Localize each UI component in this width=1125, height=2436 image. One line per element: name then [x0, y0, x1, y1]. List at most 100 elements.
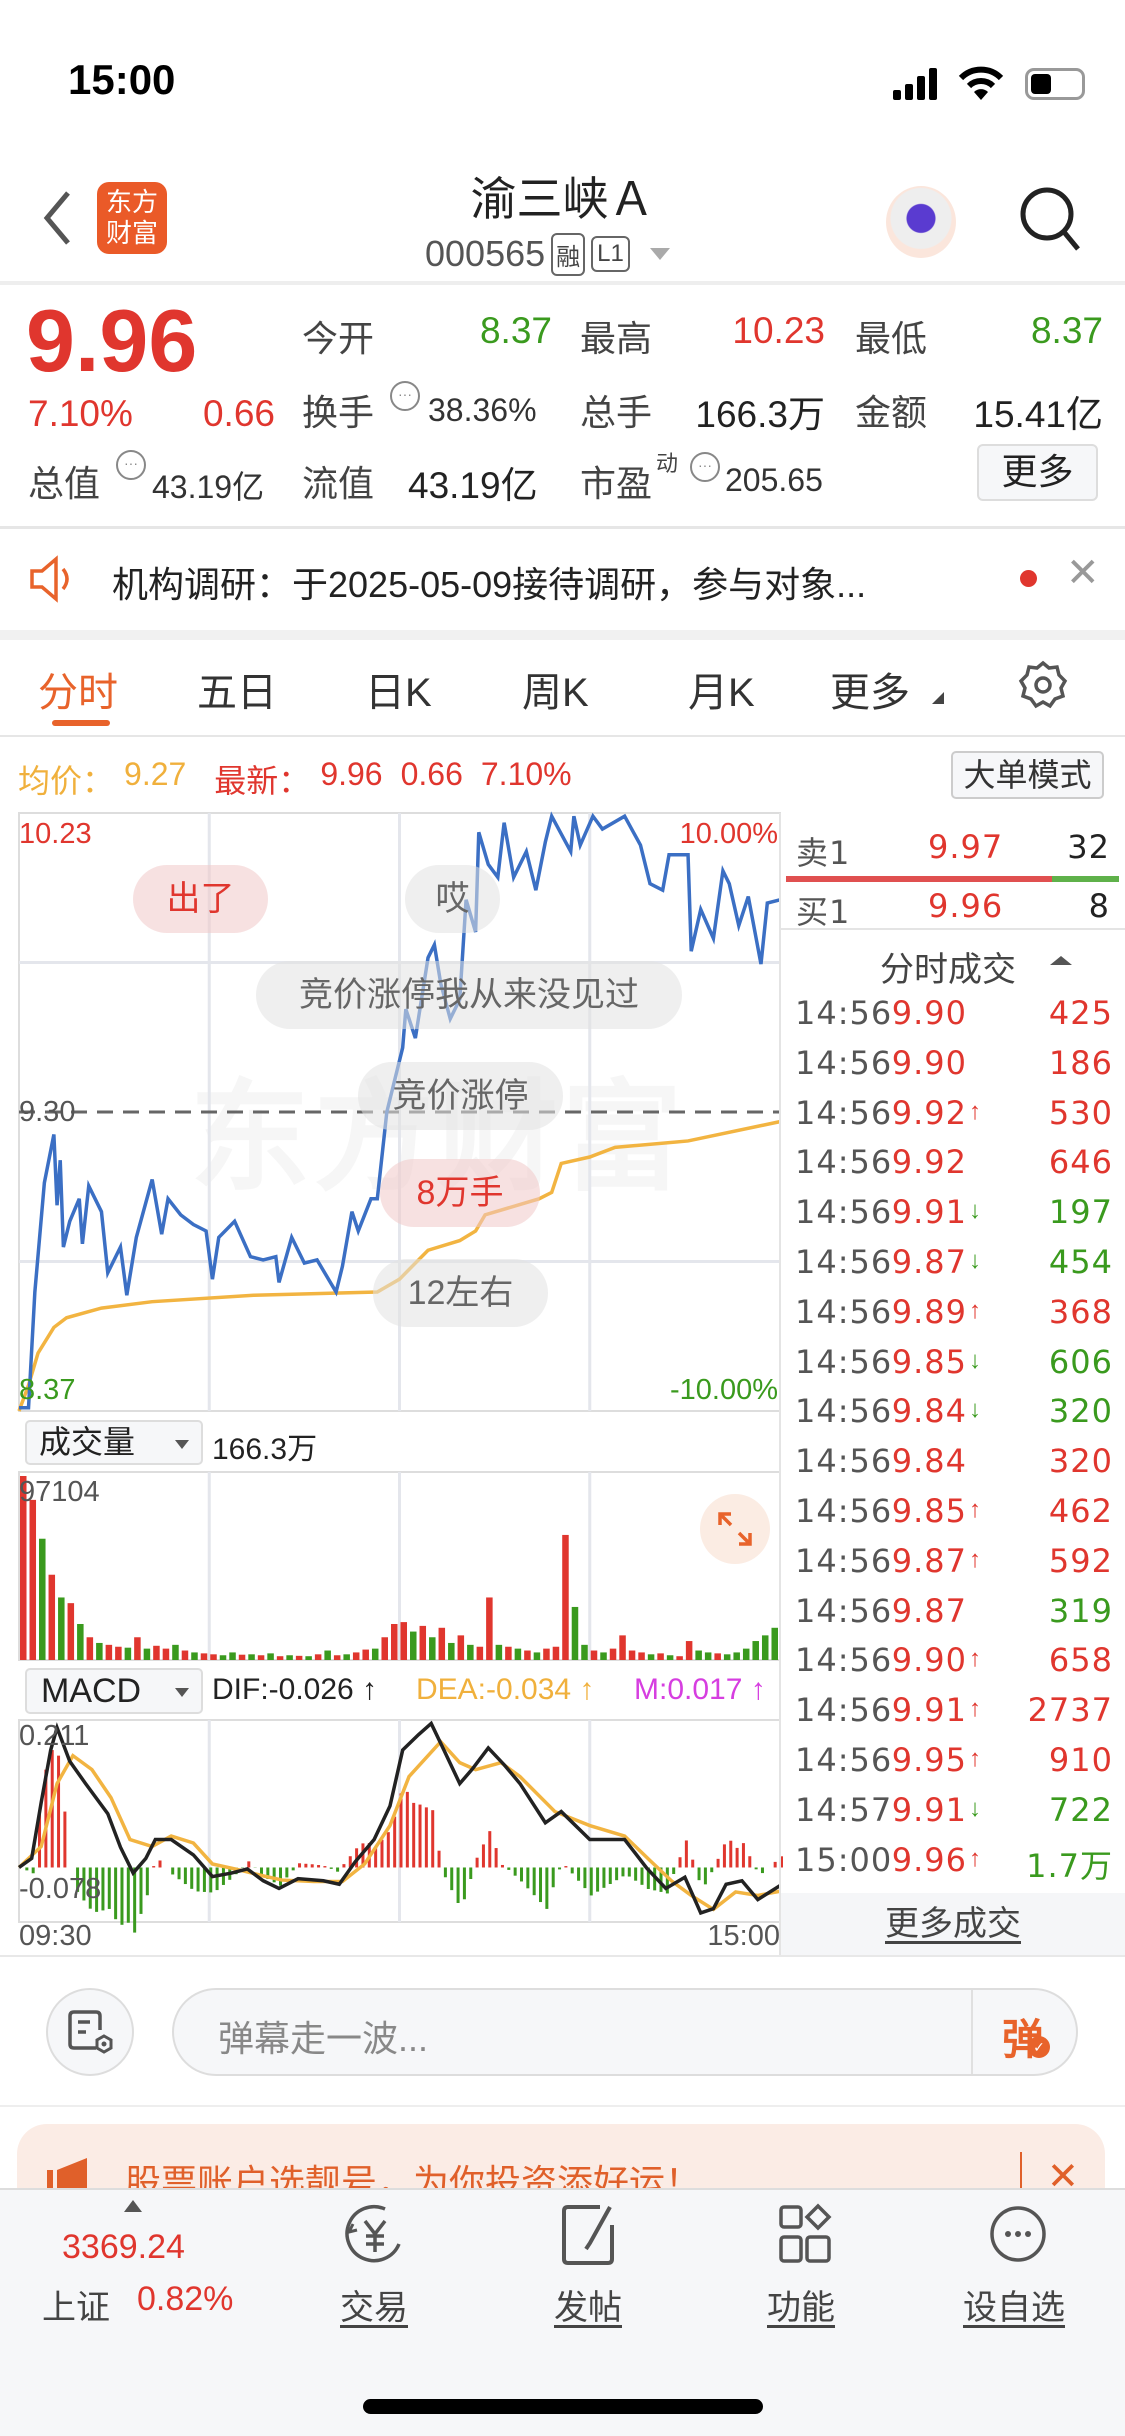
danmaku-settings-button[interactable]	[46, 1988, 134, 2076]
macd-bar	[158, 1860, 162, 1868]
macd-bar	[710, 1867, 714, 1873]
macd-bar	[266, 1867, 270, 1879]
sort-caret-icon[interactable]	[1050, 956, 1072, 965]
volume-indicator-select[interactable]: 成交量	[25, 1420, 203, 1465]
settings-gear-icon[interactable]	[1018, 660, 1068, 710]
macd-chart[interactable]	[17, 1719, 783, 1933]
volume-bar	[58, 1597, 65, 1660]
tab-five-day[interactable]: 五日	[197, 671, 277, 715]
trade-arrow-icon: ↑	[969, 1496, 981, 1523]
macd-bottom-label: -0.078	[19, 1873, 102, 1905]
volume-bar	[343, 1654, 350, 1660]
macd-bar	[672, 1867, 676, 1875]
price-top-label: 10.23	[19, 818, 92, 850]
macd-bar	[539, 1867, 543, 1903]
expand-chart-icon[interactable]	[700, 1494, 770, 1564]
divider	[0, 1955, 1125, 1957]
tab-daily-k[interactable]: 日K	[365, 671, 432, 715]
trade-arrow-icon: ↑	[969, 1844, 981, 1872]
trade-price: 9.89	[891, 1292, 967, 1331]
compose-post-icon	[562, 2205, 614, 2265]
macd-bar	[31, 1867, 35, 1874]
tab-monthly-k[interactable]: 月K	[688, 671, 755, 715]
functions-grid-icon	[779, 2203, 832, 2263]
send-danmaku-button[interactable]: 弹 ✓	[1002, 2006, 1050, 2067]
volume-bar	[124, 1647, 132, 1660]
volume-bar	[771, 1627, 778, 1660]
volume-bar	[609, 1648, 617, 1660]
trade-volume: 462	[1048, 1492, 1113, 1530]
macd-select-label: MACD	[41, 1672, 142, 1710]
volume-bar	[276, 1656, 284, 1660]
trade-volume: 368	[1048, 1292, 1113, 1331]
danmaku-input[interactable]: 弹幕走一波... 弹 ✓	[172, 1988, 1078, 2076]
volume-bar	[48, 1574, 56, 1660]
divider	[781, 928, 1125, 930]
trade-volume: 2737	[1027, 1691, 1113, 1730]
trade-time: 14:56	[795, 1741, 893, 1779]
nav-add-watchlist[interactable]: 设自选	[963, 2289, 1065, 2327]
volume-select-label: 成交量	[39, 1424, 136, 1460]
battery-icon	[1025, 68, 1085, 100]
trade-row: 14:56 9.92 ↑ 530	[781, 1090, 1125, 1138]
trade-arrow-icon: ↑	[969, 1695, 981, 1723]
trade-row: 14:56 9.85 ↓ 606	[781, 1339, 1125, 1387]
volume-bar	[105, 1644, 113, 1660]
trade-volume: 722	[1048, 1790, 1113, 1829]
volume-bar	[143, 1648, 151, 1660]
trade-time: 14:56	[795, 1641, 893, 1680]
volume-chart[interactable]	[18, 1471, 781, 1661]
tab-more[interactable]: 更多	[830, 671, 910, 715]
divider	[779, 813, 781, 1955]
macd-bar	[488, 1831, 492, 1868]
notice-close-icon[interactable]: ✕	[1066, 551, 1100, 595]
back-icon[interactable]	[42, 190, 72, 246]
search-icon[interactable]	[1018, 185, 1084, 255]
macd-bar	[323, 1866, 327, 1868]
macd-bar	[551, 1867, 555, 1888]
trade-price: 9.87	[891, 1541, 967, 1580]
nav-post[interactable]: 发帖	[554, 2289, 622, 2327]
macd-bar	[424, 1807, 428, 1868]
volume-bar	[115, 1646, 122, 1660]
macd-indicator-select[interactable]: MACD	[25, 1668, 203, 1714]
trade-time: 14:56	[795, 1292, 893, 1331]
robot-avatar[interactable]	[886, 186, 956, 258]
trade-volume: 197	[1048, 1193, 1113, 1232]
trade-price: 9.84	[891, 1442, 967, 1481]
bid-qty: 8	[1088, 887, 1110, 925]
volume-bar	[723, 1654, 731, 1660]
trade-row: 14:56 9.87 319	[781, 1588, 1125, 1636]
nav-trade[interactable]: 交易	[340, 2289, 408, 2327]
volume-bar	[67, 1603, 75, 1660]
stock-code: 000565	[425, 233, 546, 274]
volume-bar	[647, 1654, 655, 1660]
macd-bar	[310, 1864, 314, 1868]
nav-functions[interactable]: 功能	[767, 2289, 835, 2327]
big-order-mode-button[interactable]: 大单模式	[951, 751, 1104, 799]
index-name[interactable]: 上证	[42, 2289, 110, 2327]
macd-bar	[120, 1867, 124, 1925]
notice-text[interactable]: 机构调研：于2025-05-09接待调研，参与对象...	[112, 564, 867, 605]
macd-bar	[748, 1856, 752, 1868]
index-pct[interactable]: 0.82%	[137, 2280, 234, 2318]
home-indicator[interactable]	[363, 2399, 763, 2414]
volume-bar	[666, 1655, 674, 1660]
info-icon[interactable]: ···	[690, 452, 720, 482]
index-value[interactable]: 3369.24	[62, 2228, 185, 2266]
volume-bar	[704, 1652, 712, 1660]
latest-value: 9.96	[320, 756, 383, 792]
volume-bar	[733, 1652, 740, 1660]
stock-code-row[interactable]: 000565 融 L1	[425, 230, 670, 278]
info-icon[interactable]: ···	[390, 381, 420, 411]
trade-row: 14:56 9.85 ↑ 462	[781, 1488, 1125, 1536]
more-trades-button[interactable]: 更多成交	[781, 1893, 1125, 1955]
tab-intraday[interactable]: 分时	[38, 671, 118, 715]
info-icon[interactable]: ···	[116, 450, 146, 480]
volume-bar	[448, 1642, 455, 1660]
chart-header: 均价： 9.27 最新： 9.96 0.66 7.10%	[18, 756, 572, 802]
volume-bar	[657, 1653, 664, 1660]
macd-bar	[437, 1850, 441, 1868]
tab-weekly-k[interactable]: 周K	[522, 671, 589, 715]
more-button[interactable]: 更多	[977, 444, 1098, 501]
